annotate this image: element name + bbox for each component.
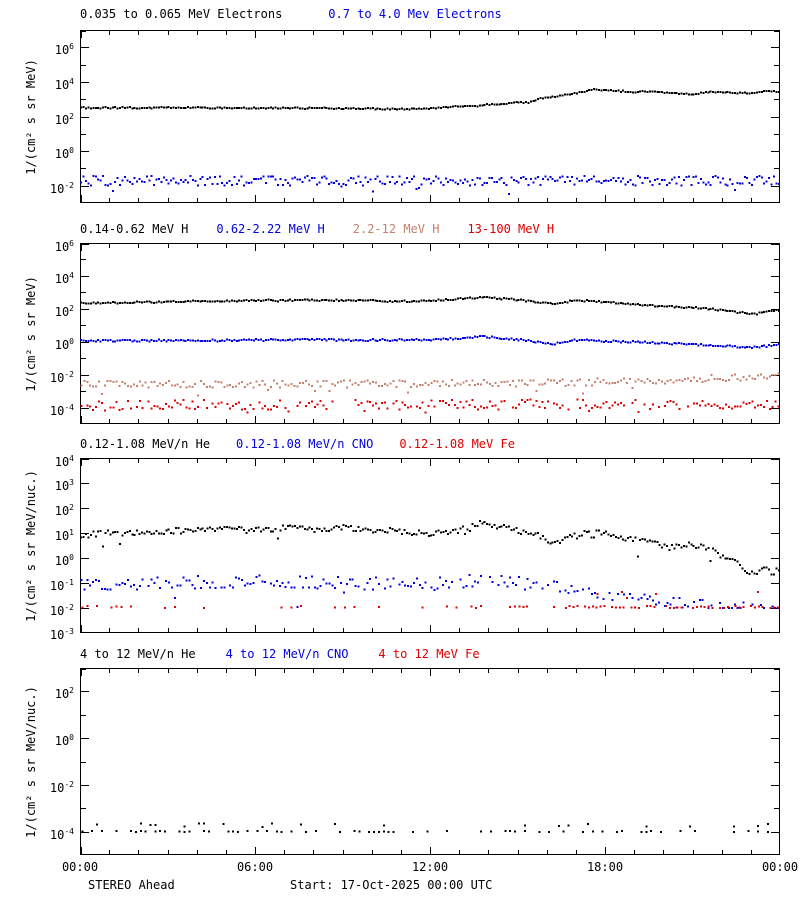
series-points-Fe-0.12-1.08-MeV-late	[518, 604, 780, 610]
legend-h-band4: 13-100 MeV H	[467, 222, 555, 236]
series-points-H-2.2-12-MeV	[80, 372, 780, 397]
series-points-H-0.62-2.22-MeV	[80, 334, 780, 349]
y-tick-label: 103	[54, 477, 74, 493]
legend-cno-low: 0.12-1.08 MeV/n CNO	[236, 437, 374, 451]
y-tick-label: 106	[54, 238, 74, 254]
panel-2-legend: 0.14-0.62 MeV H 0.62-2.22 MeV H 2.2-12 M…	[80, 222, 554, 236]
y-tick-label: 102	[54, 685, 74, 701]
panel-plot-area	[80, 243, 780, 424]
series-points-CNO-0.12-1.08-MeVn-late	[564, 585, 780, 609]
y-tick-label: 100	[54, 552, 74, 568]
start-time-label: Start: 17-Oct-2025 00:00 UTC	[290, 878, 493, 892]
y-tick-label: 10-2	[49, 180, 74, 196]
legend-he-high: 4 to 12 MeV/n He	[80, 647, 196, 661]
panel-4-legend: 4 to 12 MeV/n He 4 to 12 MeV/n CNO 4 to …	[80, 647, 480, 661]
y-tick-label: 10-2	[49, 779, 74, 795]
series-points-H-0.14-0.62-MeV	[80, 295, 780, 316]
y-tick-label: 106	[54, 41, 74, 57]
panel-3-legend: 0.12-1.08 MeV/n He 0.12-1.08 MeV/n CNO 0…	[80, 437, 515, 451]
y-tick-label: 10-4	[49, 826, 74, 842]
series-points-electrons-0.035-0.065-MeV	[80, 88, 780, 111]
panel-electron-intensities	[80, 30, 780, 203]
series-points-He-4-12-MeVn-upper	[96, 822, 769, 828]
series-points-CNO-0.12-1.08-MeVn-early	[80, 573, 561, 609]
legend-h-band3: 2.2-12 MeV H	[352, 222, 440, 236]
panel-4-yaxis-label: 1/(cm² s sr MeV/nuc.)	[24, 686, 38, 838]
y-tick-label: 104	[54, 270, 74, 286]
y-tick-label: 100	[54, 145, 74, 161]
x-tick-0600: 06:00	[236, 860, 274, 874]
y-tick-label: 100	[54, 732, 74, 748]
y-tick-label: 10-4	[49, 402, 74, 418]
y-tick-label: 10-3	[49, 626, 74, 642]
panel-low-energy-ion-intensities	[80, 458, 780, 633]
x-tick-0000-start: 00:00	[61, 860, 99, 874]
x-tick-0000-end: 00:00	[761, 860, 799, 874]
series-points-Fe-0.12-1.08-MeV-early	[81, 605, 517, 609]
y-tick-label: 101	[54, 527, 74, 543]
spacecraft-label: STEREO Ahead	[88, 878, 175, 892]
x-tick-1200: 12:00	[411, 860, 449, 874]
y-tick-label: 104	[54, 76, 74, 92]
series-points-Fe-0.12-1.08-MeV-scatter	[596, 590, 760, 599]
panel-1-legend: 0.035 to 0.065 MeV Electrons 0.7 to 4.0 …	[80, 7, 502, 21]
panel-plot-area	[80, 30, 780, 203]
y-tick-label: 102	[54, 111, 74, 127]
panel-high-energy-ion-intensities	[80, 668, 780, 855]
legend-electrons-high: 0.7 to 4.0 Mev Electrons	[328, 7, 502, 21]
x-tick-1800: 18:00	[586, 860, 624, 874]
legend-fe-high: 4 to 12 MeV Fe	[378, 647, 480, 661]
y-tick-label: 102	[54, 502, 74, 518]
y-tick-label: 10-2	[49, 602, 74, 618]
series-points-He-4-12-MeVn-floor	[81, 830, 769, 834]
legend-cno-high: 4 to 12 MeV/n CNO	[225, 647, 349, 661]
series-points-He-0.12-1.08-MeVn	[80, 519, 780, 576]
y-tick-label: 10-2	[49, 369, 74, 385]
panel-proton-intensities	[80, 243, 780, 424]
panel-plot-area	[80, 458, 780, 633]
legend-h-band1: 0.14-0.62 MeV H	[80, 222, 189, 236]
series-points-H-13-100-MeV	[80, 398, 780, 414]
legend-he-low: 0.12-1.08 MeV/n He	[80, 437, 211, 451]
legend-fe-low: 0.12-1.08 MeV Fe	[399, 437, 515, 451]
y-tick-label: 100	[54, 336, 74, 352]
y-tick-label: 102	[54, 303, 74, 319]
legend-h-band2: 0.62-2.22 MeV H	[216, 222, 325, 236]
panel-plot-area	[80, 668, 780, 855]
series-points-electrons-0.7-4.0-MeV	[80, 175, 780, 195]
y-tick-label: 104	[54, 453, 74, 469]
legend-electrons-low: 0.035 to 0.065 MeV Electrons	[80, 7, 283, 21]
y-tick-label: 10-1	[49, 577, 74, 593]
